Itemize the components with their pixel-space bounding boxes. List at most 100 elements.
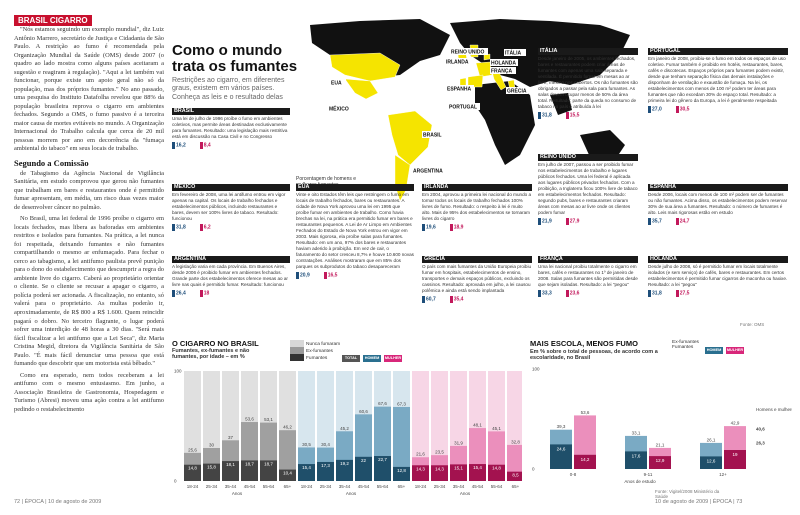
former-value-label: 30,4 — [321, 442, 330, 447]
x-tick-label: 35-44 — [225, 484, 237, 489]
woman-icon — [199, 141, 203, 149]
card-title: ITÁLIA — [538, 48, 638, 56]
card-text: Desde julho de 2008, só é permitido fuma… — [648, 264, 788, 287]
card-text: Em fevereiro de 2008, uma lei antifumo e… — [172, 192, 286, 221]
bar-smokers — [700, 456, 722, 469]
bar-smokers — [317, 461, 334, 481]
woman-icon — [199, 223, 203, 231]
map-label-portugal: PORTUGAL — [449, 105, 477, 111]
smokers-value-label: 19 — [732, 452, 738, 457]
x-tick-label: 55-64 — [377, 484, 389, 489]
men-percent: 16,2 — [176, 142, 186, 149]
men-percent: 33,3 — [542, 290, 552, 297]
country-card-espanha: ESPANHA Desde 2006, locais com menos de … — [648, 184, 788, 225]
brasil-chart-title: O CIGARRO NO BRASIL — [172, 339, 259, 348]
legend-men: HOMEM — [363, 355, 381, 362]
edu-chart-title: MAIS ESCOLA, MENOS FUMO — [530, 339, 638, 348]
card-title: EUA — [296, 184, 414, 192]
smokers-value-label: 15,4 — [302, 465, 311, 470]
country-card-brasil: BRASIL Uma lei de julho de 1996 proíbe o… — [172, 108, 290, 149]
x-tick-label: 45-54 — [244, 484, 256, 489]
former-value-label: 53,1 — [264, 417, 273, 422]
map-source: Fonte: OMS — [740, 322, 765, 327]
card-text: Em 2004, aprovou a primeira lei nacional… — [422, 192, 532, 221]
map-label-eua: EUA — [331, 81, 342, 87]
bar-smokers — [412, 465, 429, 481]
map-label-italia: ITÁLIA — [505, 50, 521, 57]
edu-chart-group-legend: HOMEM MULHER — [705, 347, 746, 354]
bar-smokers — [355, 456, 372, 481]
card-title: GRÉCIA — [422, 256, 532, 264]
woman-icon — [675, 105, 679, 113]
bar-smokers — [625, 451, 647, 469]
women-percent: 16,5 — [327, 272, 338, 279]
woman-icon — [565, 289, 569, 297]
brasil-chart-legend: Nunca fumaram Ex-fumantes Fumantes — [290, 340, 340, 361]
y-tick-label: 0 — [532, 467, 535, 472]
woman-icon — [565, 217, 569, 225]
women-percent: 18 — [203, 290, 210, 297]
bar-smokers — [507, 471, 522, 481]
x-tick-label: 65+ — [512, 484, 520, 489]
former-value-label: 45,2 — [340, 426, 349, 431]
legend-swatch-never — [290, 340, 304, 347]
men-percent: 27,0 — [652, 106, 662, 113]
former-value-label: 32,8 — [511, 439, 520, 444]
map-label-reino-unido: REINO UNIDO — [451, 50, 484, 56]
x-axis-label: Anos de estudo — [624, 479, 656, 484]
smokers-value-label: 12,8 — [397, 468, 406, 473]
men-percent: 19,6 — [426, 224, 436, 231]
smokers-value-label: 12,9 — [656, 458, 665, 463]
women-percent: 15,5 — [569, 112, 580, 119]
man-icon — [172, 141, 175, 149]
former-value-label: 26,1 — [707, 437, 716, 442]
x-tick-label: 65+ — [284, 484, 292, 489]
smokers-value-label: 22,7 — [378, 457, 387, 462]
former-value-label: 37 — [228, 435, 234, 440]
country-card-mexico: MÉXICO Em fevereiro de 2008, uma lei ant… — [172, 184, 290, 231]
legend-smokers-label: Fumantes — [306, 355, 328, 361]
women-percent: 8,4 — [203, 142, 211, 149]
man-icon — [648, 289, 651, 297]
former-value-label: 53,6 — [245, 417, 254, 422]
article-paragraph: de Tabagismo da Agência Nacional de Vigi… — [14, 169, 164, 211]
legend-total: TOTAL — [342, 355, 360, 362]
legend-women: MULHER — [384, 355, 402, 362]
card-title: FRANÇA — [538, 256, 638, 264]
bar-former — [393, 406, 410, 481]
card-text: Desde janeiro de 2005, os ambientes fech… — [538, 56, 638, 109]
card-text: Uma lei de julho de 1996 proíbe o fumo e… — [172, 116, 288, 139]
woman-icon — [675, 289, 679, 297]
edu-legend-former: Ex-fumantes — [672, 340, 699, 345]
map-label-argentina: ARGENTINA — [413, 169, 443, 175]
map-label-brasil: BRASIL — [423, 133, 442, 139]
x-tick-label: 9-11 — [644, 472, 653, 477]
x-tick-label: 18-24 — [415, 484, 427, 489]
card-text: O país com mais fumantes da União Europe… — [422, 264, 532, 293]
intro-text: Restrições ao cigarro, em diferentes gra… — [172, 77, 285, 101]
x-tick-label: 35-44 — [453, 484, 465, 489]
country-card-reino-unido: REINO UNIDO Em julho de 2007, passou a s… — [538, 154, 638, 225]
man-icon — [538, 217, 541, 225]
card-text: Em julho de 2007, passou a ser proibido … — [538, 162, 638, 215]
former-value-label: 48,1 — [473, 423, 482, 428]
smokers-value-label: 15,8 — [207, 465, 216, 470]
bar-smokers — [298, 464, 315, 481]
x-tick-label: 35-44 — [339, 484, 351, 489]
former-value-label: 33,1 — [632, 430, 641, 435]
card-title: BRASIL — [172, 108, 290, 116]
combined-value-label: 26,3 — [756, 441, 765, 446]
former-value-label: 46,2 — [283, 425, 292, 430]
map-label-irlanda: IRLANDA — [446, 60, 469, 66]
former-value-label: 31,9 — [454, 440, 463, 445]
card-title: ARGENTINA — [172, 256, 290, 264]
bar-smokers — [574, 454, 596, 469]
former-value-label: 53,6 — [581, 410, 590, 415]
country-card-italia: ITÁLIA Desde janeiro de 2005, os ambient… — [538, 48, 638, 119]
country-card-holanda: HOLANDA Desde julho de 2008, só é permit… — [648, 256, 788, 297]
combined-note: Homens e mulheres somados — [756, 407, 792, 412]
smokers-value-label: 14,8 — [492, 466, 501, 471]
bar-former — [279, 430, 296, 481]
card-text: Em janeiro de 2008, proibiu-se o fumo em… — [648, 56, 786, 103]
woman-icon — [565, 111, 569, 119]
